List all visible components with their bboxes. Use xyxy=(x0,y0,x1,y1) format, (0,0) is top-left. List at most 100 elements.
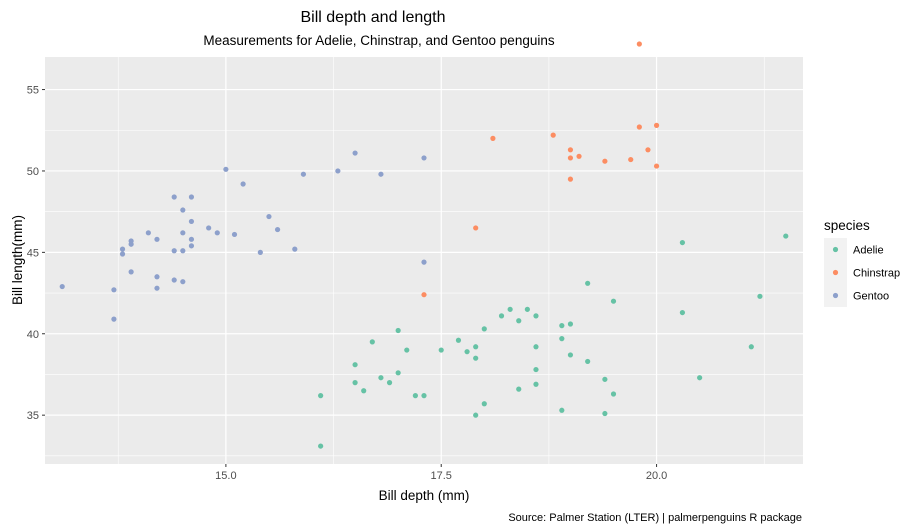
point-adelie xyxy=(567,352,574,358)
point-gentoo xyxy=(154,285,160,291)
point-adelie xyxy=(610,391,617,397)
x-axis-title: Bill depth (mm) xyxy=(379,488,470,503)
y-axis-title: Bill length(mm) xyxy=(10,215,25,305)
y-tick-label: 55 xyxy=(27,85,39,97)
point-gentoo xyxy=(180,230,186,236)
point-gentoo xyxy=(188,236,195,242)
y-axis-ticks: 35 40 45 50 55 xyxy=(27,85,45,422)
point-adelie xyxy=(533,381,539,387)
point-chinstrap xyxy=(421,292,427,298)
point-gentoo xyxy=(145,230,151,236)
x-tick-label: 17.5 xyxy=(431,470,452,482)
point-adelie xyxy=(516,386,522,392)
point-adelie xyxy=(369,339,375,345)
point-chinstrap xyxy=(602,158,608,164)
legend-label-gentoo: Gentoo xyxy=(853,291,889,303)
point-gentoo xyxy=(266,213,272,220)
point-chinstrap xyxy=(473,225,479,231)
point-adelie xyxy=(602,410,608,417)
point-adelie xyxy=(378,375,384,381)
point-adelie xyxy=(352,380,358,386)
point-adelie xyxy=(421,393,427,399)
point-chinstrap xyxy=(628,156,634,163)
point-gentoo xyxy=(214,230,220,236)
point-gentoo xyxy=(188,243,195,249)
point-gentoo xyxy=(180,279,186,285)
point-adelie xyxy=(679,309,686,316)
legend-label-chinstrap: Chinstrap xyxy=(853,268,900,280)
point-gentoo xyxy=(111,287,117,293)
point-gentoo xyxy=(171,248,177,254)
point-adelie xyxy=(404,347,410,353)
point-adelie xyxy=(610,298,617,304)
chart-subtitle: Measurements for Adelie, Chinstrap, and … xyxy=(203,33,554,48)
point-adelie xyxy=(473,355,479,361)
y-tick-label: 50 xyxy=(27,166,39,178)
x-tick-label: 15.0 xyxy=(215,470,236,482)
point-gentoo xyxy=(171,277,177,283)
point-gentoo xyxy=(231,231,238,238)
point-gentoo xyxy=(206,225,212,231)
point-adelie xyxy=(679,239,686,246)
point-adelie xyxy=(473,344,479,350)
point-adelie xyxy=(516,318,522,324)
point-gentoo xyxy=(421,259,427,265)
point-gentoo xyxy=(128,241,134,247)
point-gentoo xyxy=(240,181,246,187)
point-adelie xyxy=(602,376,608,382)
chart-caption: Source: Palmer Station (LTER) | palmerpe… xyxy=(508,512,802,524)
point-chinstrap xyxy=(567,176,574,182)
point-adelie xyxy=(585,280,591,286)
point-adelie xyxy=(395,370,401,376)
point-adelie xyxy=(559,407,565,413)
point-gentoo xyxy=(352,150,358,156)
x-tick-label: 20.0 xyxy=(646,470,667,482)
point-chinstrap xyxy=(653,122,660,128)
legend-marker-adelie xyxy=(832,246,839,253)
point-adelie xyxy=(412,393,418,399)
point-adelie xyxy=(585,358,591,365)
point-gentoo xyxy=(180,248,186,254)
point-gentoo xyxy=(274,226,281,233)
point-chinstrap xyxy=(567,155,574,161)
point-adelie xyxy=(567,321,574,327)
point-chinstrap xyxy=(636,124,642,130)
legend-title: species xyxy=(824,218,870,233)
point-adelie xyxy=(318,393,324,399)
point-chinstrap xyxy=(567,147,574,153)
point-adelie xyxy=(473,412,479,418)
point-chinstrap xyxy=(490,135,496,141)
legend-marker-gentoo xyxy=(832,292,839,299)
point-gentoo xyxy=(59,283,65,290)
y-tick-label: 40 xyxy=(27,329,39,341)
point-adelie xyxy=(697,375,703,381)
point-adelie xyxy=(748,344,754,350)
point-gentoo xyxy=(171,194,177,200)
point-adelie xyxy=(533,344,539,350)
point-adelie xyxy=(533,313,539,319)
x-axis-ticks: 15.0 17.5 20.0 xyxy=(215,464,667,482)
point-adelie xyxy=(498,313,505,319)
point-chinstrap xyxy=(645,147,651,153)
point-adelie xyxy=(783,233,789,239)
point-adelie xyxy=(481,326,487,332)
point-gentoo xyxy=(119,251,126,257)
point-chinstrap xyxy=(653,163,660,169)
point-adelie xyxy=(361,388,367,394)
point-gentoo xyxy=(180,207,186,213)
point-gentoo xyxy=(223,166,229,172)
point-gentoo xyxy=(111,316,117,322)
chart-title: Bill depth and length xyxy=(301,9,446,26)
point-adelie xyxy=(464,349,470,355)
point-adelie xyxy=(524,306,530,312)
point-adelie xyxy=(352,362,358,368)
point-adelie xyxy=(507,306,513,312)
legend-marker-chinstrap xyxy=(832,269,839,276)
point-adelie xyxy=(533,366,539,373)
legend-items: Adelie Chinstrap Gentoo xyxy=(824,238,900,307)
legend: species Adelie Chinstrap Gentoo xyxy=(824,218,900,307)
point-gentoo xyxy=(421,155,427,161)
point-adelie xyxy=(318,443,324,449)
point-gentoo xyxy=(188,218,195,225)
